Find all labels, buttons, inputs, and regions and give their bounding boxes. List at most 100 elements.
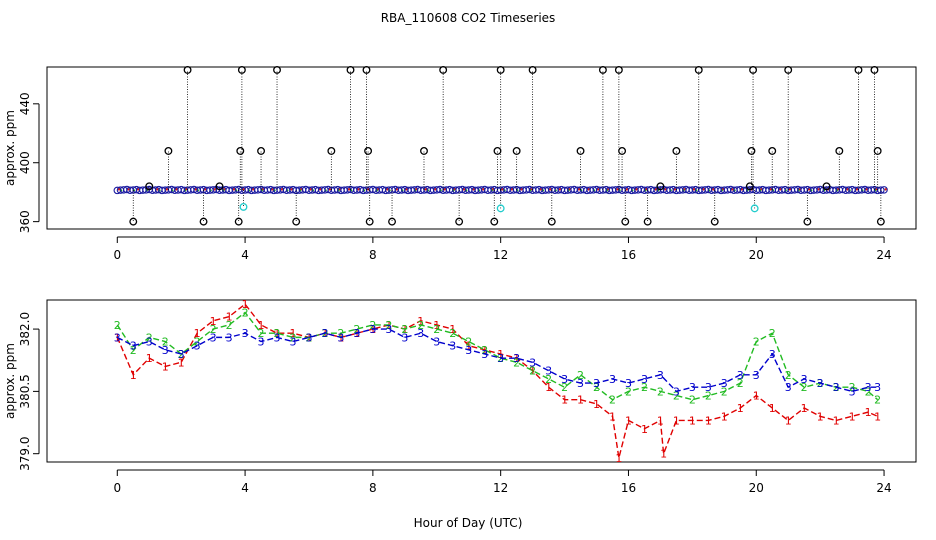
black-circle-point [234,217,243,226]
baseline-point-red [577,188,581,191]
series-2-point: 2 [449,327,456,340]
series-2-point: 2 [481,344,488,357]
series-2-point: 2 [561,381,568,394]
series-2-point: 2 [401,323,408,336]
baseline-point-red [501,188,504,191]
series-1-point: 1 [769,402,776,415]
series-3-point: 3 [689,381,696,394]
series-2-point: 2 [385,319,392,332]
series-3-point: 3 [497,352,504,365]
black-circle-point [749,65,758,74]
series-3-point: 3 [321,327,328,340]
bottom-plot-frame [46,299,917,463]
series-3-point: 3 [785,381,792,394]
series-2-point: 2 [130,344,137,357]
series-3-point: 3 [369,323,376,336]
black-circle-point [747,146,756,155]
baseline-point-red [386,188,389,191]
baseline-point-red [232,188,236,191]
black-circle-point [129,217,138,226]
series-1-point: 1 [609,410,616,423]
series-2-point: 2 [465,336,472,349]
series-1-line [116,303,878,459]
black-circle-point [362,65,371,74]
baseline-point-red [865,188,868,191]
series-3-point: 3 [609,373,616,386]
black-circle-point [803,217,812,226]
series-3-point: 3 [290,336,297,349]
black-circle-point [614,65,623,74]
series-1-point: 1 [615,452,622,465]
black-circle-point [199,217,208,226]
baseline-point-red [654,188,657,191]
series-3-point: 3 [513,352,520,365]
baseline-point-red [788,188,792,191]
series-2-point: 2 [114,319,121,332]
top-x-tick-label: 4 [241,248,249,262]
black-circle-point [455,217,464,226]
series-2-point: 2 [801,381,808,394]
baseline-point-red [596,188,600,191]
baseline-point-red [347,188,351,191]
series-2-point: 2 [194,336,201,349]
series-3-point: 3 [874,381,881,394]
top-y-axis: 360 400 440 [18,92,40,233]
bottom-x-tick-label: 0 [113,481,121,495]
series-2-point: 2 [210,323,217,336]
series-3-point: 3 [481,348,488,361]
series-2-point: 2 [641,381,648,394]
top-x-axis: 0 4 8 12 16 20 24 [113,236,892,262]
bottom-x-axis: 0 4 8 12 16 20 24 [113,469,892,495]
series-1-point: 1 [641,423,648,436]
baseline-point-red [731,188,734,191]
series-2-point: 2 [705,390,712,403]
series-2-point: 2 [146,331,153,344]
baseline-point-red [807,188,811,191]
series-1-point: 1 [833,414,840,427]
baseline-point-red [194,188,197,191]
series-1-point: 1 [497,348,504,361]
series-1-point: 1 [660,448,667,461]
series-1-point: 1 [721,410,728,423]
series-2-point: 2 [417,319,424,332]
black-circle-point [528,65,537,74]
black-circle-point [388,217,396,226]
baseline-point-red [213,188,216,191]
cyan-circle-point [496,204,505,213]
baseline-point-red [424,188,427,191]
series-1-point: 1 [849,410,856,423]
baseline-point-red [884,188,887,191]
series-3-point: 3 [162,344,169,357]
baseline-point-red [156,188,159,191]
top-panel: 0 4 8 12 16 20 24 360 400 440 approx. ppm [3,65,917,262]
series-3-point: 3 [529,356,536,369]
black-circle-point [873,146,882,155]
chart-title: RBA_110608 CO2 Timeseries [381,11,556,25]
series-3-point: 3 [130,340,137,353]
baseline-point-red [664,188,667,191]
series-2-point: 2 [337,327,344,340]
series-2-point: 2 [657,385,664,398]
black-circle-point [236,146,245,155]
black-circle-point [694,65,703,74]
series-2-point: 2 [625,385,632,398]
black-circle-point [237,65,246,74]
series-1-point: 1 [146,352,153,365]
baseline-point-red [328,188,331,191]
series-2-point: 2 [865,385,872,398]
series-1-point: 1 [545,381,552,394]
black-circle-point [327,146,336,155]
bottom-y-label: approx. ppm [3,343,17,419]
series-1-point: 1 [561,394,568,407]
series-1-point: 1 [529,365,536,378]
series-1-point: 1 [481,344,488,357]
black-circle-point [183,65,192,74]
series-3-point: 3 [833,381,840,394]
black-circle-point [490,217,499,226]
black-circle-point [257,146,266,155]
series-1-point: 1 [258,319,265,332]
baseline-point-red [203,188,207,191]
black-circle-point [710,217,719,226]
top-x-tick-label: 0 [113,248,121,262]
